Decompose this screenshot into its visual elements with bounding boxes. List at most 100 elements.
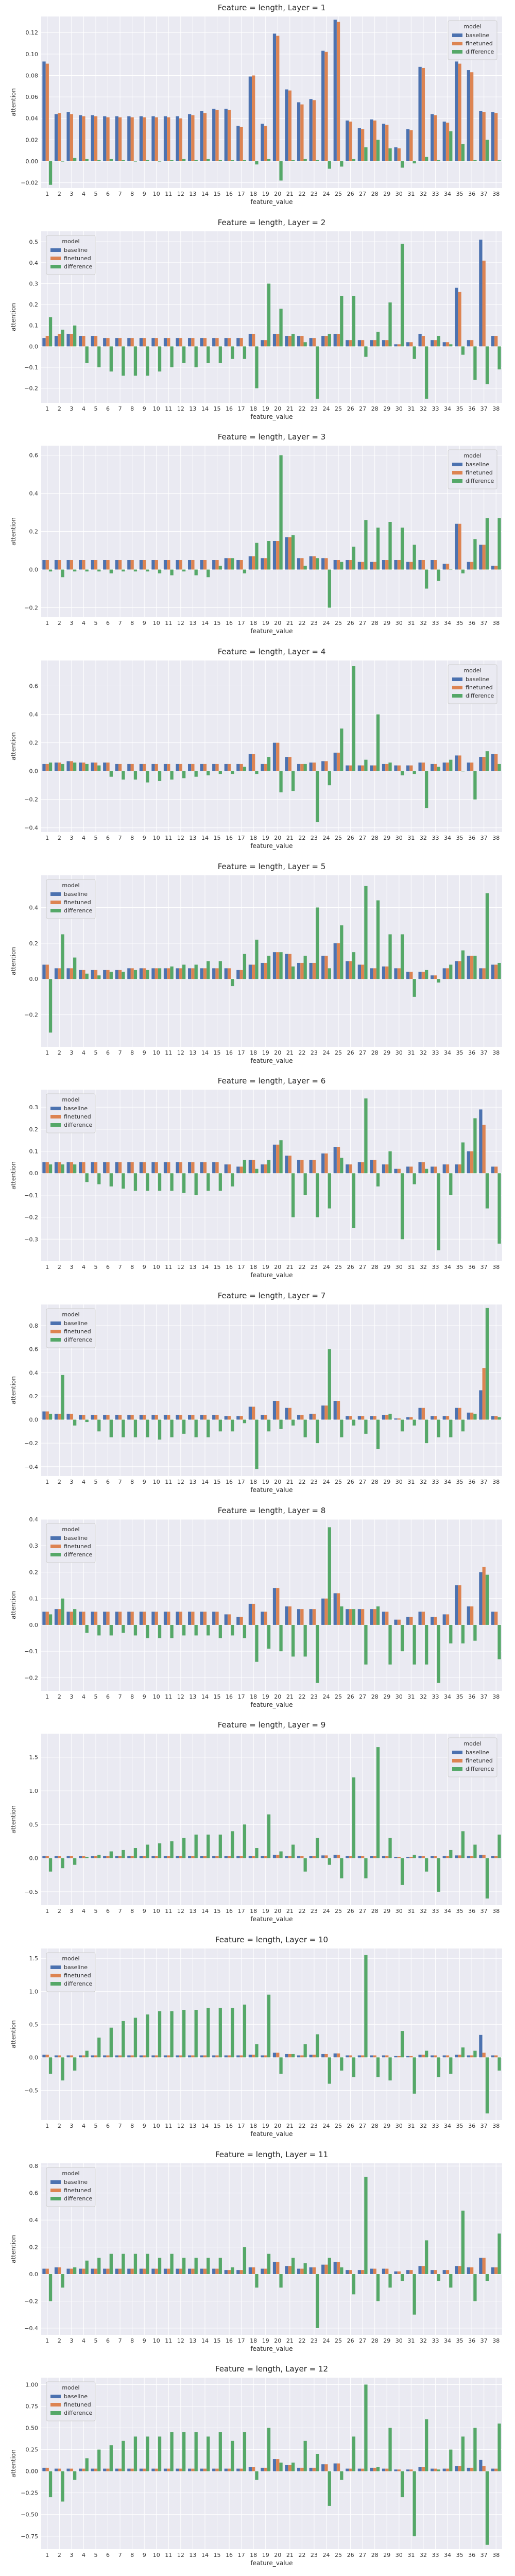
legend-label-baseline: baseline (64, 1320, 88, 1327)
bar-difference (85, 569, 89, 572)
bar-difference (207, 346, 210, 363)
xtick-label: 38 (492, 405, 500, 412)
bar-baseline (455, 2466, 458, 2471)
xtick-label: 25 (335, 1264, 342, 1270)
bar-baseline (382, 1856, 386, 1858)
xtick-label: 6 (106, 835, 110, 841)
bar-finetuned (94, 1612, 98, 1625)
bar-baseline (115, 2468, 118, 2471)
xtick-label: 29 (383, 2123, 390, 2129)
bar-finetuned (409, 1166, 413, 1174)
bar-baseline (406, 129, 410, 161)
bar-baseline (115, 1162, 118, 1174)
chart-panel-7: −0.4−0.20.00.20.40.60.81 2 3 4 5 6 7 8 9 10 11 12 13… (10, 1291, 502, 1494)
bar-difference (316, 2274, 319, 2328)
xtick-label: 20 (274, 1908, 281, 1914)
ytick-label: 0.2 (29, 301, 39, 308)
xtick-label: 27 (359, 1693, 366, 1700)
xtick-label: 33 (432, 1264, 439, 1270)
xtick-label: 2 (58, 1264, 61, 1270)
bar-baseline (163, 2468, 167, 2471)
bar-finetuned (82, 336, 85, 347)
bar-difference (437, 336, 440, 347)
xtick-label: 38 (492, 1264, 500, 1270)
bar-baseline (212, 968, 216, 979)
bar-baseline (467, 1412, 470, 1420)
bar-difference (243, 1824, 247, 1858)
bar-difference (364, 2177, 368, 2275)
y-axis-label: attention (10, 2449, 17, 2478)
bar-difference (170, 346, 174, 367)
xtick-label: 20 (274, 1693, 281, 1700)
ytick-label: 0.4 (29, 260, 39, 266)
bar-difference (485, 518, 489, 570)
bar-finetuned (434, 340, 437, 347)
bar-baseline (455, 1855, 458, 1858)
bar-finetuned (58, 560, 61, 570)
bar-baseline (346, 560, 349, 570)
bar-difference (316, 160, 319, 161)
bar-finetuned (179, 560, 182, 570)
xtick-label: 36 (468, 620, 475, 626)
bar-finetuned (288, 954, 291, 979)
xtick-label: 5 (94, 1479, 97, 1485)
bar-baseline (357, 1162, 362, 1174)
legend-label-baseline: baseline (64, 891, 88, 897)
bar-difference (85, 973, 89, 979)
bar-difference (400, 934, 404, 979)
y-axis-label: attention (10, 732, 17, 760)
bar-baseline (248, 1406, 252, 1420)
bar-baseline (285, 2266, 288, 2275)
bar-finetuned (482, 968, 486, 979)
bar-finetuned (179, 2055, 182, 2058)
bar-baseline (139, 2268, 143, 2275)
bar-baseline (176, 2268, 179, 2275)
bar-finetuned (58, 762, 61, 771)
bar-baseline (297, 1609, 301, 1625)
bar-difference (231, 2267, 234, 2275)
xtick-label: 26 (347, 191, 354, 197)
ytick-label: 0.75 (26, 2403, 39, 2410)
bar-baseline (272, 2262, 277, 2275)
bar-difference (303, 566, 307, 570)
xtick-label: 32 (420, 2337, 427, 2344)
bar-finetuned (239, 2270, 243, 2275)
xtick-label: 24 (322, 1264, 330, 1270)
bar-baseline (442, 762, 446, 771)
legend-swatch-baseline (50, 892, 61, 896)
bar-finetuned (349, 560, 352, 570)
bar-difference (291, 1624, 295, 1657)
bar-baseline (127, 1856, 131, 1858)
bar-difference (425, 1168, 428, 1174)
legend-swatch-finetuned (452, 686, 462, 689)
bar-finetuned (264, 1612, 267, 1625)
bar-baseline (394, 1418, 398, 1420)
bar-finetuned (361, 2270, 365, 2275)
bar-difference (133, 1173, 138, 1191)
bar-baseline (66, 761, 70, 771)
bar-finetuned (494, 336, 498, 347)
bar-finetuned (130, 2055, 134, 2058)
bar-difference (170, 160, 174, 161)
bar-baseline (236, 2055, 240, 2058)
bar-finetuned (106, 338, 110, 347)
bar-finetuned (494, 113, 498, 161)
xtick-label: 32 (420, 1264, 427, 1270)
bar-baseline (479, 2035, 483, 2058)
bar-baseline (479, 1109, 483, 1174)
bar-difference (61, 1598, 64, 1625)
bar-difference (109, 1851, 113, 1858)
bar-finetuned (409, 765, 413, 771)
xtick-label: 32 (420, 835, 427, 841)
bar-baseline (200, 1162, 203, 1174)
legend-swatch-finetuned (50, 1115, 61, 1118)
bar-finetuned (336, 333, 340, 347)
bar-difference (413, 545, 416, 570)
bar-finetuned (458, 2466, 461, 2471)
x-axis-label: feature_value (250, 1916, 293, 1923)
bar-finetuned (239, 1166, 243, 1174)
bar-difference (461, 144, 465, 161)
bar-baseline (176, 1415, 179, 1420)
bar-baseline (176, 2055, 179, 2058)
